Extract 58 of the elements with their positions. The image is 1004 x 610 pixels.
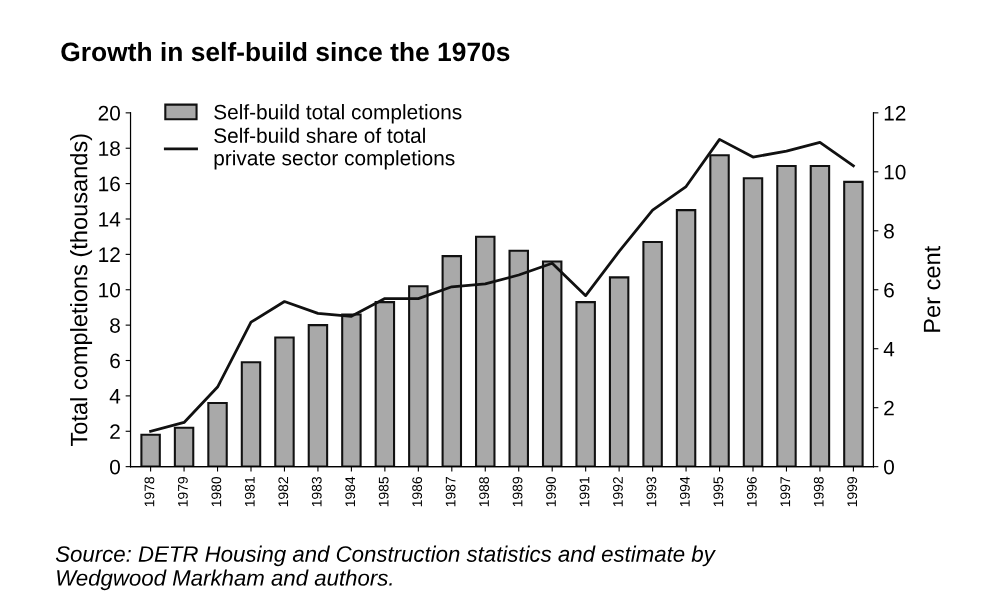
bar	[274, 336, 295, 467]
y-axis-title: Total completions (thousands)	[70, 134, 93, 447]
x-tick-label: 1991	[579, 477, 590, 507]
x-tick-label: 1985	[378, 476, 389, 507]
x-tick-label: 1979	[177, 477, 188, 507]
x-tick-label: 1995	[713, 476, 724, 507]
y2-tick-label: 4	[883, 341, 895, 357]
y2-tick-label: 2	[884, 400, 894, 416]
x-tick-label: 1994	[679, 476, 690, 507]
x-tick-label: 1983	[311, 476, 322, 507]
x-tick-label: 1990	[546, 476, 556, 507]
x-tick-label: 1989	[512, 477, 523, 507]
x-tick-label: 1992	[613, 477, 623, 507]
y2-tick-label: 0	[884, 459, 894, 475]
y-tick-label: 2	[110, 424, 120, 439]
x-tick-label: 1993	[646, 476, 657, 507]
x-tick-label: 1980	[211, 476, 222, 507]
bar	[240, 361, 262, 467]
y2-tick-label: 6	[884, 282, 894, 298]
y2-tick-label: 8	[884, 223, 894, 239]
x-tick-label: 1996	[746, 476, 757, 507]
y-tick-label: 10	[99, 282, 120, 298]
y-tick-label: 0	[110, 459, 120, 475]
bar	[642, 240, 663, 467]
source-note: Source: DETR Housing and Construction statistics and estimate by Wedgwood Markham and authors.	[55, 545, 716, 591]
bar	[809, 164, 831, 467]
legend-label: Self-build total completions	[214, 104, 462, 124]
chart-title: Growth in self-build since the 1970s	[61, 41, 510, 62]
x-tick-label: 1978	[144, 476, 155, 507]
y-tick-label: 6	[110, 353, 120, 369]
bar	[575, 301, 596, 467]
y-tick-label: 4	[109, 389, 121, 404]
x-tick-label: 1987	[445, 477, 456, 507]
x-tick-label: 1988	[479, 476, 489, 507]
bar	[207, 401, 228, 467]
x-tick-label: 1984	[345, 476, 356, 507]
x-tick-label: 1986	[412, 476, 423, 507]
x-tick-label: 1981	[244, 477, 255, 507]
bar	[307, 324, 329, 467]
legend-label: Self-build share of total private sector completions	[214, 127, 455, 170]
y-tick-label: 12	[99, 247, 120, 262]
x-tick-label: 1998	[813, 476, 824, 507]
bar	[843, 180, 864, 467]
bar	[608, 276, 630, 467]
bar	[675, 209, 697, 467]
bar	[742, 177, 764, 467]
y-tick-label: 8	[110, 318, 120, 333]
bar	[776, 164, 797, 467]
y-tick-label: 16	[99, 176, 120, 192]
x-tick-label: 1982	[278, 477, 289, 507]
y2-axis-title: Per cent	[923, 245, 941, 332]
y-tick-label: 20	[98, 105, 120, 121]
x-tick-label: 1997	[780, 477, 791, 507]
y-tick-label: 18	[99, 141, 120, 156]
y-tick-label: 14	[99, 212, 121, 227]
x-tick-label: 1999	[847, 477, 858, 507]
y2-tick-label: 10	[884, 164, 906, 180]
y2-tick-label: 12	[884, 105, 906, 121]
